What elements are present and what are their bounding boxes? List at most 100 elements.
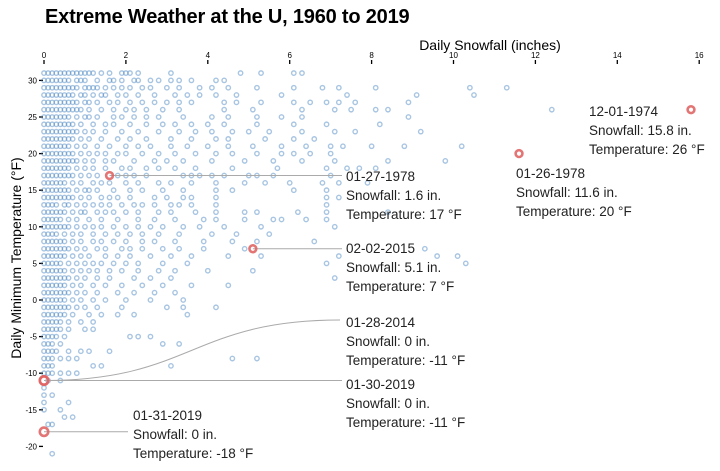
data-point	[82, 99, 88, 106]
data-point	[131, 201, 137, 208]
data-point	[61, 128, 68, 135]
data-point	[168, 179, 174, 186]
data-point	[221, 223, 228, 230]
data-point	[196, 84, 203, 91]
data-point	[188, 282, 195, 289]
x-tick-label: 4	[206, 51, 211, 60]
data-point	[139, 282, 146, 289]
data-point	[53, 158, 60, 164]
data-point	[69, 128, 76, 135]
data-point	[73, 84, 80, 91]
data-point	[331, 223, 338, 230]
data-point	[168, 136, 174, 142]
data-point	[233, 231, 240, 238]
data-point	[123, 150, 129, 157]
data-point	[94, 114, 101, 120]
data-point	[61, 282, 68, 289]
data-point	[82, 158, 88, 164]
data-point	[45, 158, 51, 164]
data-point	[49, 341, 56, 347]
data-point	[57, 172, 64, 179]
data-point	[41, 289, 47, 296]
data-point	[385, 209, 391, 216]
data-point	[61, 231, 68, 238]
data-point	[352, 99, 359, 106]
data-point	[110, 238, 117, 245]
data-point	[127, 245, 133, 252]
data-point	[454, 253, 461, 259]
data-point	[49, 450, 56, 457]
data-point	[49, 355, 56, 362]
data-point	[290, 150, 297, 157]
data-point	[61, 179, 68, 186]
data-point	[163, 194, 170, 201]
data-point	[135, 77, 142, 84]
data-point	[53, 289, 60, 296]
data-point	[249, 106, 256, 113]
data-point	[77, 92, 84, 98]
y-tick-label: 30	[28, 76, 37, 85]
data-point	[65, 319, 72, 325]
data-point	[196, 92, 203, 98]
data-point	[41, 392, 47, 399]
data-point	[45, 370, 51, 377]
data-point	[208, 158, 215, 164]
data-point	[49, 275, 56, 281]
data-point	[213, 77, 219, 84]
data-point	[53, 348, 60, 355]
data-point	[98, 136, 105, 142]
data-point	[73, 128, 80, 135]
data-point	[131, 311, 137, 318]
annotation-temperature: Temperature: -18 °F	[133, 446, 253, 461]
data-point	[311, 238, 318, 245]
data-point	[344, 92, 350, 98]
data-point	[65, 289, 72, 296]
data-point	[180, 187, 187, 194]
data-point	[241, 245, 248, 252]
data-point	[73, 223, 80, 230]
data-point	[118, 114, 125, 120]
data-point	[307, 150, 314, 157]
data-point	[135, 333, 142, 340]
data-point	[151, 99, 158, 106]
y-tick-label: -10	[25, 369, 37, 378]
x-tick-label: 14	[613, 51, 622, 60]
data-point	[102, 84, 109, 91]
data-point	[45, 245, 51, 252]
data-point	[73, 158, 80, 164]
data-point	[53, 333, 60, 340]
data-point	[49, 311, 56, 318]
data-point	[73, 289, 80, 296]
data-point	[327, 143, 334, 150]
data-point	[61, 238, 68, 245]
data-point	[221, 77, 228, 84]
annotation-date: 01-27-1978	[346, 169, 415, 184]
data-point	[118, 165, 125, 172]
data-point	[356, 165, 363, 172]
data-point	[376, 121, 383, 128]
data-point	[184, 311, 191, 318]
data-point	[188, 253, 195, 259]
data-point	[241, 158, 248, 164]
data-point	[53, 253, 60, 259]
data-point	[123, 297, 129, 303]
x-tick-label: 2	[124, 51, 129, 60]
data-point	[123, 92, 129, 98]
data-point	[172, 238, 178, 245]
data-point	[45, 70, 51, 76]
data-point	[61, 297, 68, 303]
data-point	[196, 223, 203, 230]
data-point	[213, 304, 219, 311]
data-point	[385, 158, 391, 164]
data-point	[114, 289, 121, 296]
data-point	[49, 304, 56, 311]
data-point	[200, 238, 207, 245]
y-tick-label: 20	[28, 150, 37, 159]
data-point	[168, 275, 174, 281]
data-point	[41, 201, 47, 208]
data-point	[53, 260, 60, 267]
data-point	[294, 209, 301, 216]
data-point	[405, 114, 412, 120]
data-point	[77, 194, 84, 201]
data-point	[53, 179, 60, 186]
